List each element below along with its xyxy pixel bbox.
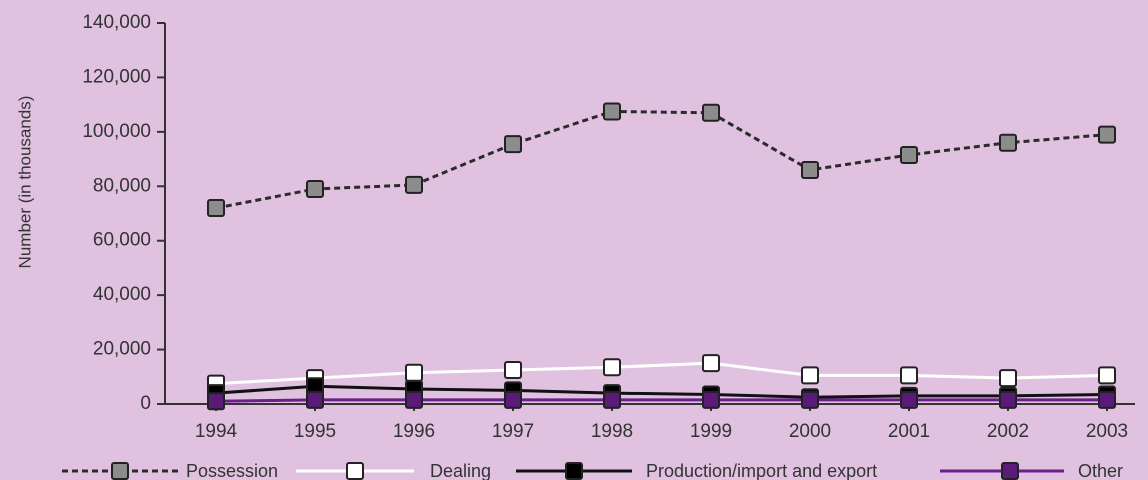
y-tick-label: 60,000 [93,230,151,251]
data-point [603,358,621,377]
data-point [207,199,225,218]
legend-marker [346,462,364,480]
series-line-3 [215,398,1107,403]
data-point [900,145,918,164]
y-tick-label: 80,000 [93,175,151,196]
data-point [306,180,324,199]
data-point [603,390,621,409]
data-point [801,390,819,409]
y-tick-label: 140,000 [82,12,151,33]
y-tick-label: 40,000 [93,284,151,305]
x-tick-label: 1996 [393,421,435,442]
y-tick-label: 120,000 [82,66,151,87]
data-point [900,390,918,409]
data-point [702,103,720,122]
data-point [999,390,1017,409]
data-point [801,160,819,179]
x-tick-label: 1994 [195,421,238,442]
legend-label: Dealing [430,461,491,480]
data-point [504,390,522,409]
legend-label: Possession [186,461,278,480]
data-point [603,102,621,121]
series-line-0 [215,109,1108,210]
series-line-1 [215,361,1108,386]
data-point [702,354,720,373]
data-point [504,360,522,379]
data-point [999,133,1017,152]
series-line-2 [215,384,1108,399]
x-tick-label: 2002 [987,421,1029,442]
y-tick-label: 0 [140,393,151,414]
legend-label: Other [1078,461,1123,480]
x-tick-label: 1995 [294,421,336,442]
data-point [1098,390,1116,409]
x-tick-label: 2001 [888,421,930,442]
data-point [702,390,720,409]
data-point [900,366,918,385]
data-point [405,175,423,194]
data-point [1098,125,1116,144]
data-point [504,135,522,154]
y-tick-label: 20,000 [93,339,151,360]
data-point [405,390,423,409]
y-axis-title: Number (in thousands) [15,96,34,269]
x-tick-label: 1997 [492,421,534,442]
legend-marker [565,462,583,480]
data-point [999,369,1017,388]
y-tick-label: 100,000 [82,121,151,142]
x-tick-label: 2000 [789,421,831,442]
data-point [306,390,324,409]
x-tick-label: 2003 [1086,421,1128,442]
data-point [405,363,423,382]
x-tick-label: 1999 [690,421,732,442]
legend-label: Production/import and export [646,461,877,480]
data-point [1098,366,1116,385]
x-tick-label: 1998 [591,421,633,442]
data-point [801,366,819,385]
legend-marker [1001,462,1019,480]
data-point [207,392,225,411]
legend-marker [111,462,129,480]
